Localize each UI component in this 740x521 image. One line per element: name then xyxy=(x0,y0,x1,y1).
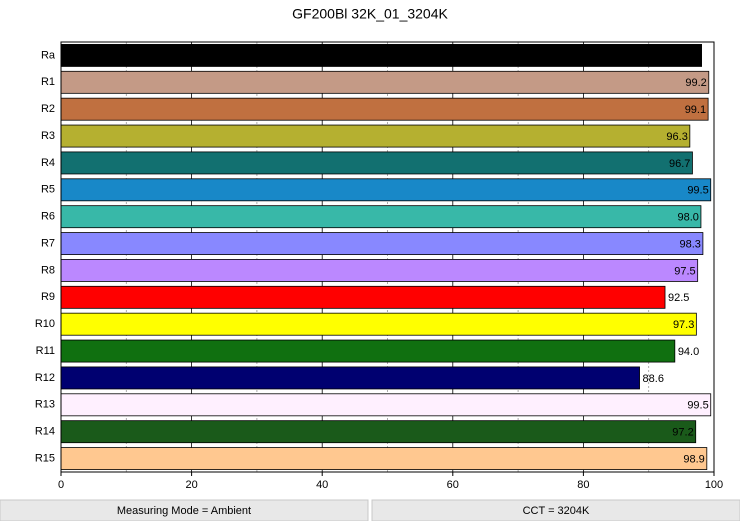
bar xyxy=(60,44,702,67)
y-tick-label: R5 xyxy=(41,184,55,196)
y-tick-label: R2 xyxy=(41,103,55,115)
x-tick-label: 100 xyxy=(705,479,723,491)
bar xyxy=(60,393,712,417)
footer-box xyxy=(371,499,740,521)
bar xyxy=(60,178,712,202)
value-label: 92.5 xyxy=(668,292,689,304)
y-tick-label: R11 xyxy=(36,345,55,357)
y-tick-label: R3 xyxy=(41,130,55,142)
bar xyxy=(60,124,691,148)
value-label: 99.2 xyxy=(685,77,706,89)
x-tick-label: 80 xyxy=(577,479,589,491)
value-label: 99.5 xyxy=(687,400,708,412)
value-label: 97.3 xyxy=(673,319,694,331)
value-label: 98.0 xyxy=(678,212,699,224)
bar xyxy=(60,97,709,121)
bar xyxy=(60,285,666,309)
x-tick-label: 20 xyxy=(185,479,197,491)
bar xyxy=(60,339,676,363)
y-tick-label: R10 xyxy=(35,318,55,330)
x-tick-label: 0 xyxy=(58,479,64,491)
plot-area: 0 20 40 60 80 100 Ra 98.1 R1 99.2 R2 99.1 R3 96.3 R4 96… xyxy=(35,41,723,491)
y-tick-label: Ra xyxy=(41,49,56,61)
bar xyxy=(60,366,640,390)
value-label: 97.5 xyxy=(674,265,695,277)
bar xyxy=(60,205,702,229)
value-label: 99.1 xyxy=(685,104,706,116)
y-tick-label: R14 xyxy=(35,426,55,438)
value-label: 94.0 xyxy=(678,346,699,358)
value-label: 96.7 xyxy=(669,158,690,170)
x-tick-label: 60 xyxy=(447,479,459,491)
footer-text: Measuring Mode = Ambient xyxy=(117,505,251,517)
bar xyxy=(60,232,704,255)
y-tick-label: R12 xyxy=(35,372,55,384)
y-tick-label: R9 xyxy=(41,291,55,303)
value-label: 96.3 xyxy=(666,131,687,143)
bar xyxy=(60,447,708,470)
value-label: 99.5 xyxy=(687,185,708,197)
bar xyxy=(60,70,710,94)
value-label: 98.3 xyxy=(679,238,700,250)
value-label: 97.2 xyxy=(672,427,693,439)
footer-box xyxy=(0,499,369,521)
bar xyxy=(60,259,699,282)
value-label: 88.6 xyxy=(643,373,664,385)
bar xyxy=(60,312,697,336)
value-label: 98.1 xyxy=(678,50,699,62)
value-label: 98.9 xyxy=(683,453,704,465)
y-tick-label: R13 xyxy=(35,399,55,411)
y-tick-label: R15 xyxy=(35,452,55,464)
footer-text: CCT = 3204K xyxy=(523,505,590,517)
y-tick-label: R1 xyxy=(41,76,55,88)
chart-title: GF200Bl 32K_01_3204K xyxy=(292,6,448,22)
y-tick-label: R6 xyxy=(41,211,55,223)
y-tick-label: R8 xyxy=(41,264,55,276)
y-tick-label: R7 xyxy=(41,237,55,249)
bar xyxy=(60,420,697,444)
x-tick-label: 40 xyxy=(316,479,328,491)
bar xyxy=(60,151,693,175)
y-tick-label: R4 xyxy=(41,157,55,169)
plot-frame xyxy=(60,41,715,473)
